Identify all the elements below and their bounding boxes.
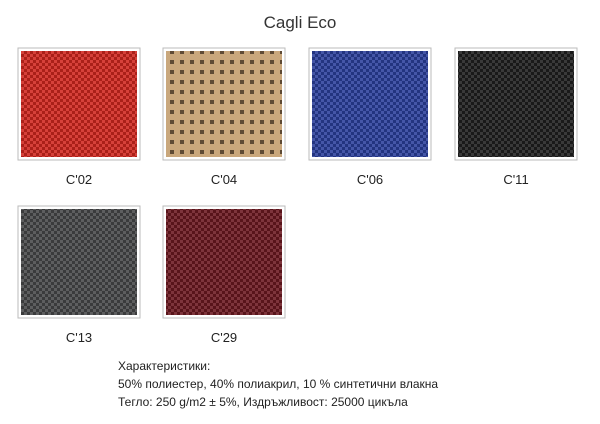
swatch-grid: C'02 C'04 C'06 C'11 C'13 C'29 — [17, 47, 578, 345]
swatch: C'04 — [162, 47, 286, 187]
swatch-texture — [166, 51, 282, 157]
swatch-code: C'29 — [211, 330, 237, 345]
description-line: 50% полиестер, 40% полиакрил, 10 % синте… — [118, 377, 438, 391]
swatch: C'11 — [454, 47, 578, 187]
swatch: C'06 — [308, 47, 432, 187]
description-heading: Характеристики: — [118, 359, 210, 373]
swatch: C'13 — [17, 205, 141, 345]
swatch-code: C'13 — [66, 330, 92, 345]
swatch-code: C'02 — [66, 172, 92, 187]
swatch-texture — [21, 209, 137, 315]
swatch-code: C'11 — [503, 172, 528, 187]
swatch-code: C'04 — [211, 172, 237, 187]
swatch-texture — [458, 51, 574, 157]
title: Cagli Eco — [264, 13, 337, 32]
description-line: Тегло: 250 g/m2 ± 5%, Издръжливост: 2500… — [118, 395, 408, 409]
swatch-texture — [312, 51, 428, 157]
swatch: C'29 — [162, 205, 286, 345]
swatch-texture — [166, 209, 282, 315]
swatch-code: C'06 — [357, 172, 383, 187]
swatch-texture — [21, 51, 137, 157]
swatch: C'02 — [17, 47, 141, 187]
